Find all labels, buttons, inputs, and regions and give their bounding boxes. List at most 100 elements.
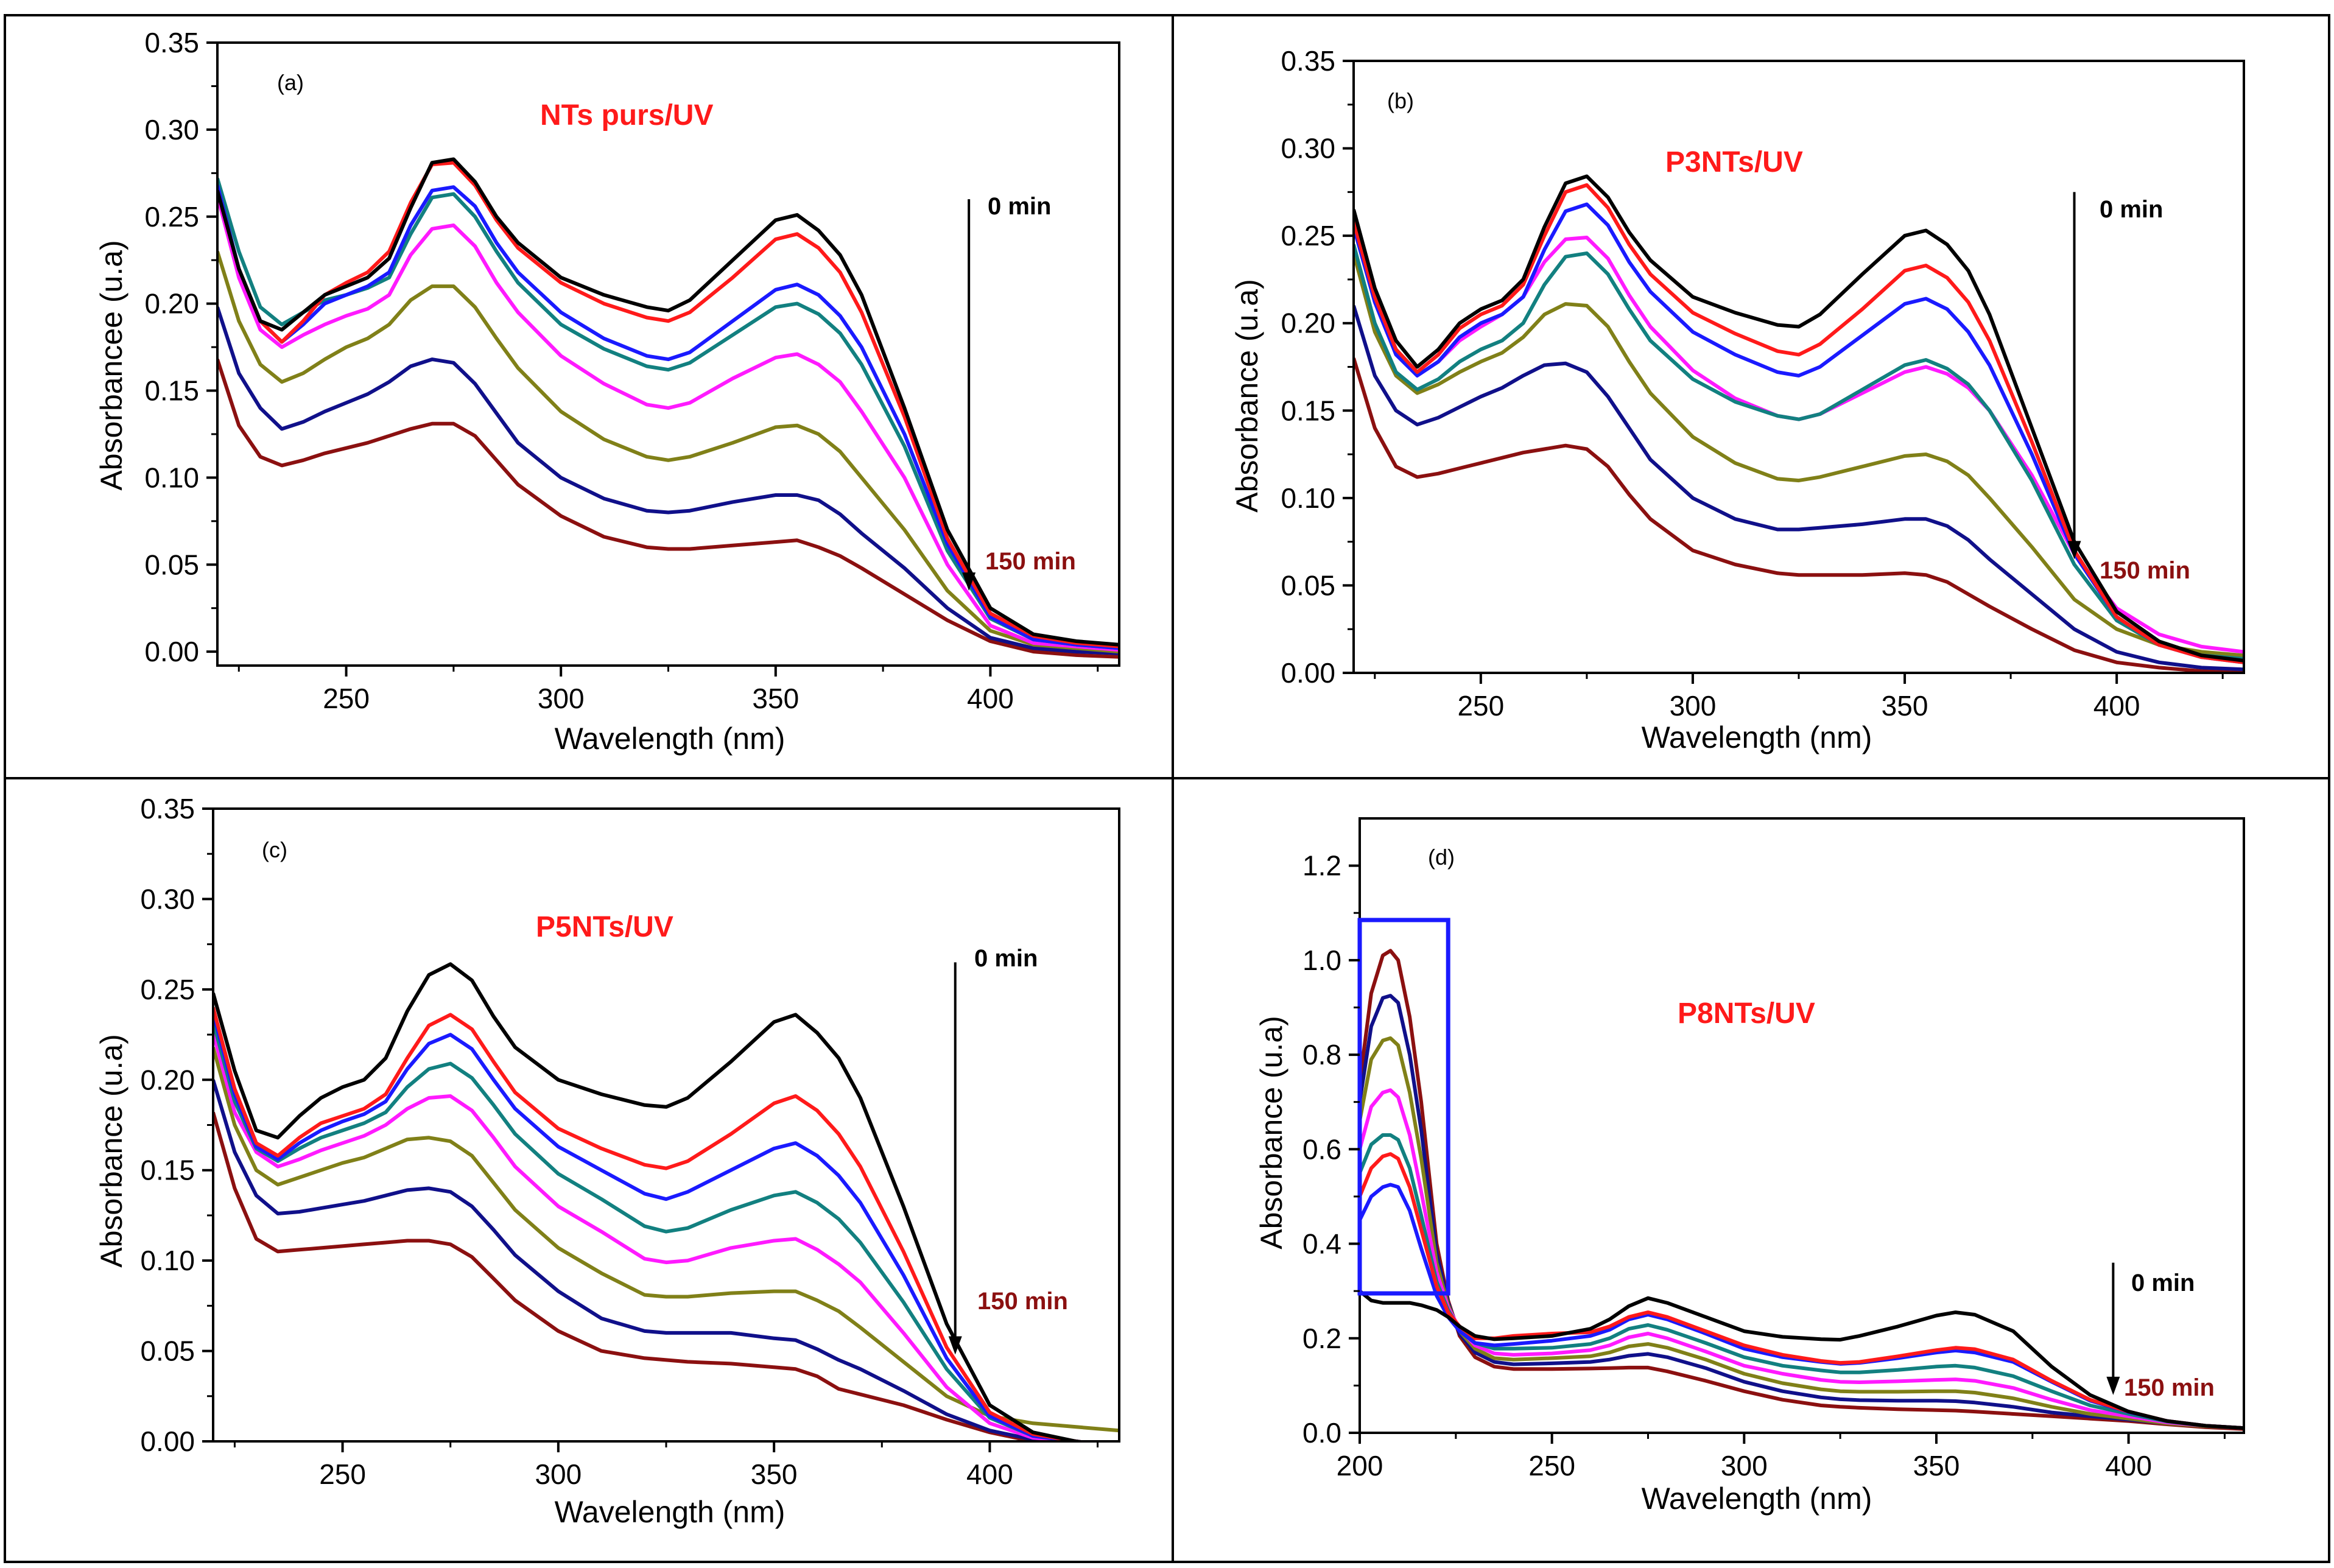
panel-b-y-tick-label: 0.10 — [1281, 482, 1335, 514]
panel-c-y-tick-label: 0.15 — [140, 1155, 195, 1186]
panel-d-series-line — [1360, 1289, 2244, 1430]
panel-b-time-arrow — [2067, 192, 2081, 560]
panel-c-y-tick-label: 0.35 — [140, 793, 195, 824]
panel-a-series-line — [217, 306, 1119, 655]
panel-d-y-tick-label: 0.2 — [1302, 1323, 1341, 1354]
panel-d-y-tick-label: 0.0 — [1302, 1417, 1341, 1449]
panel-b-series-line — [1354, 357, 2244, 673]
panel-a-y-ticks: 0.00 0.05 0.10 0.15 0.20 0.25 0.30 0.35 — [144, 27, 217, 667]
panel-b-label: (b) — [1387, 88, 1414, 113]
panel-a-y-tick-label: 0.00 — [144, 636, 199, 667]
panel-d-series-line — [1360, 949, 2244, 1431]
panel-b-series-line — [1354, 253, 2244, 658]
panel-c-x-tick-label: 250 — [319, 1458, 366, 1490]
panel-b-title: P3NTs/UV — [1665, 146, 1803, 178]
panel-b-series-line — [1354, 183, 2244, 664]
panel-b-x-tick-label: 400 — [2093, 690, 2140, 722]
panel-c-time-arrow — [948, 962, 962, 1355]
panel-b-x-tick-label: 250 — [1457, 690, 1504, 722]
panel-c-series-line — [213, 1012, 1091, 1441]
panel-c-y-ticks: 0.00 0.05 0.10 0.15 0.20 0.25 0.30 0.35 — [140, 793, 213, 1457]
panel-b-arrow-head — [2067, 541, 2081, 560]
panel-a-arrow-head — [962, 572, 976, 591]
panel-a-x-tick-label: 350 — [752, 683, 799, 714]
panel-c-arrow-head — [948, 1336, 962, 1355]
panel-d-series-line — [1360, 1133, 2244, 1430]
panel-b-x-axis-title: Wavelength (nm) — [1642, 720, 1872, 754]
panel-c-series-line — [213, 1007, 1091, 1441]
panel-a-x-ticks: 250 300 350 400 — [237, 666, 1099, 714]
panel-d-label: (d) — [1428, 845, 1455, 870]
panel-a-y-tick-label: 0.15 — [144, 375, 199, 407]
panel-d-y-tick-label: 0.4 — [1302, 1228, 1341, 1260]
panel-a-series-line — [217, 195, 1119, 652]
panel-b-series — [1354, 174, 2244, 673]
panel-b-y-tick-label: 0.35 — [1281, 45, 1335, 77]
panel-a: 250 300 350 400 0.00 0.05 0.10 0.15 0.20 0.25 0.3… — [94, 27, 1120, 756]
panel-c-label: (c) — [262, 837, 287, 862]
panel-c-y-tick-label: 0.25 — [140, 974, 195, 1005]
panel-d-arrow-head — [2106, 1376, 2120, 1395]
panel-b-y-tick-label: 0.15 — [1281, 395, 1335, 426]
panel-c-y-tick-label: 0.05 — [140, 1335, 195, 1367]
panel-c-title: P5NTs/UV — [536, 911, 673, 943]
panel-a-series-line — [217, 251, 1119, 654]
panel-d-series-line — [1360, 1152, 2244, 1430]
panel-c-series-line — [213, 962, 1091, 1441]
panel-d-x-axis-title: Wavelength (nm) — [1642, 1482, 1872, 1516]
panel-d-title: P8NTs/UV — [1678, 997, 1815, 1030]
panel-c-x-tick-label: 350 — [751, 1458, 798, 1490]
panel-d-series-line — [1360, 1036, 2244, 1430]
panel-c-series-line — [213, 1047, 1119, 1433]
panel-a-y-tick-label: 0.05 — [144, 549, 199, 580]
panel-b-y-axis-title: Absorbance (u.a) — [1230, 279, 1264, 513]
panel-d-series — [1360, 949, 2244, 1431]
panel-b-series-line — [1354, 174, 2244, 663]
panel-d-x-tick-label: 250 — [1528, 1450, 1575, 1482]
panel-c-x-tick-label: 300 — [535, 1458, 582, 1490]
panel-a-y-tick-label: 0.35 — [144, 27, 199, 58]
panel-d-y-tick-label: 1.0 — [1302, 944, 1341, 976]
panel-b-arrow-label-bottom: 150 min — [2100, 557, 2190, 584]
panel-a-y-tick-label: 0.25 — [144, 201, 199, 233]
panel-c-y-tick-label: 0.00 — [140, 1426, 195, 1457]
panel-b: 250 300 350 400 0.00 0.05 0.10 0.15 0.20 0.25 0.3… — [1230, 45, 2245, 754]
panel-d-series-line — [1360, 1088, 2244, 1430]
panel-c-y-tick-label: 0.10 — [140, 1245, 195, 1276]
panel-b-y-tick-label: 0.20 — [1281, 308, 1335, 339]
panel-d-series-line — [1360, 994, 2244, 1430]
panel-b-y-ticks: 0.00 0.05 0.10 0.15 0.20 0.25 0.30 0.35 — [1281, 45, 1354, 689]
panel-a-title: NTs purs/UV — [540, 99, 713, 132]
panel-c-y-tick-label: 0.30 — [140, 883, 195, 915]
panel-d-x-tick-label: 350 — [1913, 1450, 1960, 1482]
panel-c-x-tick-label: 400 — [966, 1458, 1013, 1490]
panel-a-label: (a) — [277, 70, 304, 95]
panel-a-x-tick-label: 300 — [538, 683, 585, 714]
panel-a-series — [217, 157, 1119, 659]
panel-a-time-arrow — [962, 199, 976, 591]
panel-c-series-line — [213, 1032, 1091, 1441]
panel-a-series-line — [217, 359, 1119, 659]
panel-d-x-tick-label: 400 — [2105, 1450, 2152, 1482]
panel-b-y-tick-label: 0.30 — [1281, 133, 1335, 164]
panel-a-y-tick-label: 0.10 — [144, 462, 199, 493]
panel-c-arrow-label-top: 0 min — [974, 945, 1038, 972]
panel-c-series-line — [213, 1079, 1063, 1441]
panel-d: 200 250 300 350 400 0.0 0.2 0.4 0.6 0.8 1.0 1.2 (d… — [1254, 817, 2245, 1516]
panel-c-x-ticks: 250 300 350 400 — [233, 1441, 1099, 1490]
panel-a-y-tick-label: 0.30 — [144, 114, 199, 146]
panel-b-series-line — [1354, 202, 2244, 664]
panel-d-y-tick-label: 1.2 — [1302, 850, 1341, 882]
panel-c-y-axis-title: Absorbance (u.a) — [94, 1034, 128, 1268]
panel-a-x-axis-title: Wavelength (nm) — [555, 722, 786, 756]
panel-d-x-tick-label: 200 — [1337, 1450, 1383, 1482]
panel-b-x-tick-label: 350 — [1882, 690, 1928, 722]
panel-a-y-tick-label: 0.20 — [144, 288, 199, 320]
panel-c-y-tick-label: 0.20 — [140, 1064, 195, 1095]
panel-b-series-line — [1354, 221, 2244, 654]
panel-b-x-tick-label: 300 — [1670, 690, 1717, 722]
panel-d-x-tick-label: 300 — [1721, 1450, 1768, 1482]
panel-d-y-axis-title: Absorbance (u.a) — [1254, 1016, 1288, 1250]
panel-a-series-line — [217, 161, 1119, 649]
panel-d-arrow-label-bottom: 150 min — [2124, 1374, 2215, 1401]
